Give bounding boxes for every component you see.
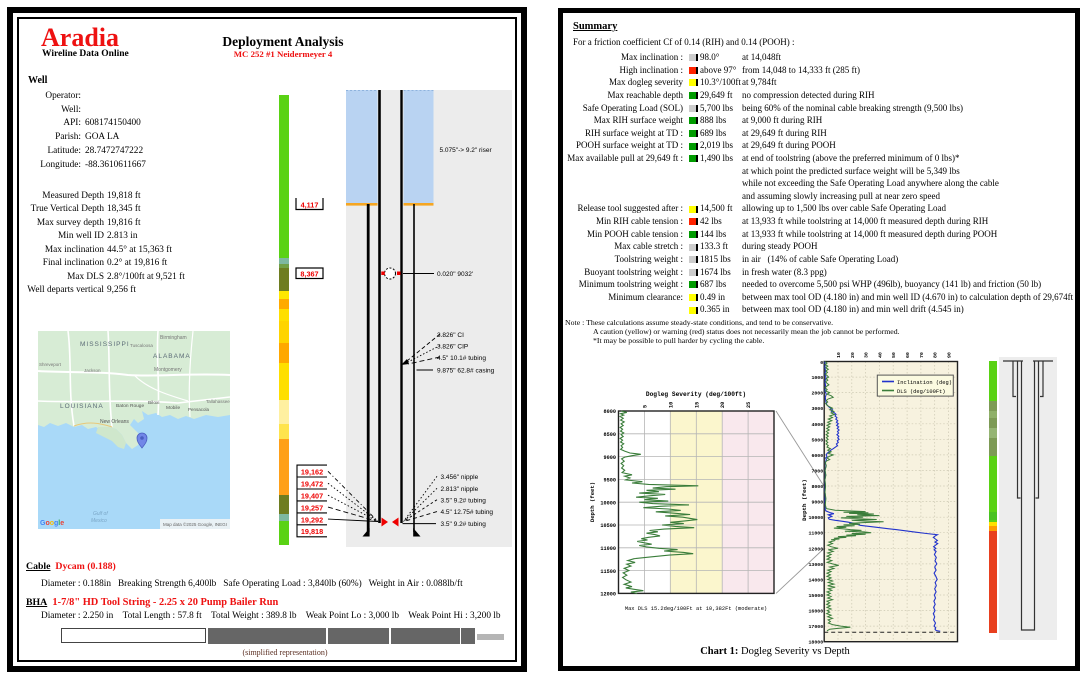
svg-text:5000: 5000	[811, 437, 823, 443]
svg-text:Mobile: Mobile	[166, 405, 180, 411]
svg-text:25: 25	[746, 402, 752, 408]
svg-text:19,407: 19,407	[301, 491, 323, 500]
svg-text:9.875" 62.8# casing: 9.875" 62.8# casing	[437, 368, 495, 375]
svg-text:9000: 9000	[604, 455, 616, 461]
svg-text:10500: 10500	[600, 523, 616, 529]
svg-text:Depth (feet): Depth (feet)	[589, 482, 596, 522]
svg-text:3000: 3000	[811, 406, 823, 412]
svg-text:6000: 6000	[811, 453, 823, 459]
svg-text:3.826" CIP: 3.826" CIP	[437, 344, 468, 351]
svg-text:12000: 12000	[600, 592, 616, 598]
svg-text:New Orleans: New Orleans	[100, 419, 129, 425]
svg-text:Shreveport: Shreveport	[39, 362, 62, 367]
svg-text:Google: Google	[40, 520, 64, 527]
svg-text:15: 15	[694, 402, 700, 408]
svg-text:2.813" nipple: 2.813" nipple	[441, 486, 479, 493]
svg-text:Gulf of: Gulf of	[93, 511, 108, 517]
svg-text:14000: 14000	[809, 577, 824, 583]
svg-text:Montgomery: Montgomery	[154, 367, 182, 373]
svg-text:2000: 2000	[811, 391, 823, 397]
svg-text:Baton: Baton	[116, 403, 129, 409]
svg-text:Biloxi: Biloxi	[148, 400, 159, 406]
svg-text:80: 80	[933, 352, 939, 358]
svg-text:8,367: 8,367	[300, 270, 318, 279]
svg-text:70: 70	[919, 352, 925, 358]
svg-text:MISSISSIPPI: MISSISSIPPI	[80, 341, 130, 348]
svg-text:Tuscaloosa: Tuscaloosa	[130, 343, 153, 348]
svg-text:9000: 9000	[811, 500, 823, 506]
svg-text:8500: 8500	[604, 432, 616, 438]
svg-text:4.5" 10.1# tubing: 4.5" 10.1# tubing	[437, 355, 486, 362]
svg-text:15000: 15000	[809, 593, 824, 599]
svg-text:3.5" 9.2# tubing: 3.5" 9.2# tubing	[441, 521, 487, 528]
svg-text:4000: 4000	[811, 422, 823, 428]
svg-text:Map data ©2025 Google, INEGI: Map data ©2025 Google, INEGI	[163, 521, 227, 527]
svg-text:0.020" 9032': 0.020" 9032'	[437, 271, 473, 278]
svg-text:19,818: 19,818	[301, 527, 323, 536]
svg-text:18000: 18000	[809, 640, 824, 646]
svg-text:17000: 17000	[809, 624, 824, 630]
svg-text:11500: 11500	[600, 569, 616, 575]
svg-text:0: 0	[820, 360, 823, 366]
svg-text:7000: 7000	[811, 469, 823, 475]
svg-text:13000: 13000	[809, 562, 824, 568]
svg-text:4,117: 4,117	[301, 201, 319, 210]
svg-text:50: 50	[891, 352, 897, 358]
svg-text:Tallahassee: Tallahassee	[206, 399, 230, 404]
svg-text:5: 5	[642, 405, 648, 408]
svg-text:DLS (deg/100Ft): DLS (deg/100Ft)	[897, 389, 946, 395]
svg-text:ALABAMA: ALABAMA	[153, 353, 191, 360]
svg-text:8000: 8000	[811, 484, 823, 490]
svg-text:20: 20	[850, 352, 856, 358]
svg-text:60: 60	[905, 352, 911, 358]
svg-text:Dogleg Severity (deg/100ft): Dogleg Severity (deg/100ft)	[646, 391, 746, 398]
svg-text:3.5" 9.2# tubing: 3.5" 9.2# tubing	[441, 497, 487, 504]
svg-text:LOUISIANA: LOUISIANA	[60, 403, 104, 410]
svg-text:10: 10	[668, 402, 674, 408]
svg-text:10000: 10000	[809, 515, 824, 521]
svg-text:3.456" nipple: 3.456" nipple	[441, 474, 479, 481]
svg-text:12000: 12000	[809, 546, 824, 552]
svg-text:10000: 10000	[600, 500, 616, 506]
svg-text:Depth (feet): Depth (feet)	[801, 479, 808, 521]
svg-text:16000: 16000	[809, 609, 824, 615]
svg-text:Mexico: Mexico	[91, 518, 107, 524]
svg-text:11000: 11000	[809, 531, 824, 537]
svg-text:19,257: 19,257	[301, 503, 323, 512]
svg-text:Rouge: Rouge	[130, 403, 144, 409]
svg-text:9500: 9500	[604, 478, 616, 484]
svg-text:90: 90	[947, 352, 953, 358]
svg-text:20: 20	[720, 402, 726, 408]
svg-text:11000: 11000	[600, 546, 616, 552]
svg-text:Pensacola: Pensacola	[188, 407, 210, 412]
svg-text:19,472: 19,472	[301, 479, 323, 488]
svg-text:Max DLS 15.2deg/100Ft at 10,38: Max DLS 15.2deg/100Ft at 10,382Ft (moder…	[625, 606, 767, 612]
svg-text:40: 40	[877, 352, 883, 358]
svg-text:19,162: 19,162	[301, 468, 323, 477]
svg-text:8000: 8000	[604, 409, 616, 415]
svg-text:3.826" CI: 3.826" CI	[437, 332, 464, 339]
svg-text:4.5" 12.75# tubing: 4.5" 12.75# tubing	[441, 509, 494, 516]
svg-text:1000: 1000	[811, 375, 823, 381]
svg-text:19,292: 19,292	[301, 515, 323, 524]
svg-text:Jackson: Jackson	[84, 368, 101, 373]
svg-text:5.075"-> 9.2" riser: 5.075"-> 9.2" riser	[440, 147, 493, 154]
svg-text:30: 30	[864, 352, 870, 358]
svg-text:10: 10	[836, 352, 842, 358]
svg-text:Birmingham: Birmingham	[160, 335, 187, 341]
svg-text:Inclination (deg): Inclination (deg)	[897, 380, 952, 386]
